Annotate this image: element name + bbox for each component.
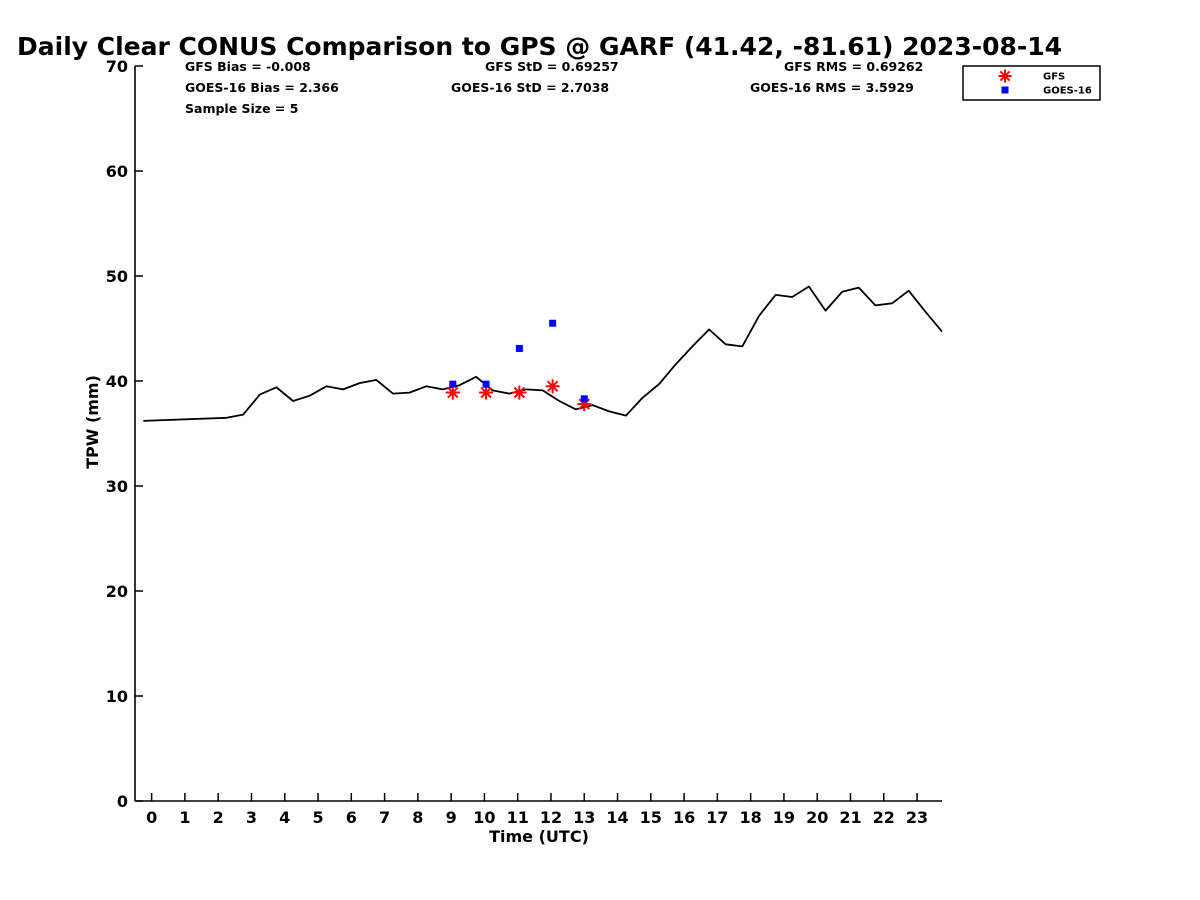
gfs-point (512, 385, 527, 400)
goes-rms-text: GOES-16 RMS = 3.5929 (750, 80, 914, 95)
x-tick-label: 21 (839, 808, 861, 827)
goes16-point (580, 395, 588, 403)
legend-label: GOES-16 (1043, 86, 1092, 97)
goes16-point (482, 380, 490, 388)
goes16-point (515, 344, 523, 352)
y-tick-label: 30 (106, 477, 128, 496)
x-tick-label: 13 (573, 808, 595, 827)
y-tick-label: 60 (106, 162, 128, 181)
y-tick-label: 10 (106, 687, 128, 706)
x-tick-label: 9 (446, 808, 457, 827)
legend-box (962, 65, 1101, 101)
gfs-rms-text: GFS RMS = 0.69262 (784, 59, 923, 74)
asterisk-stroke (480, 386, 492, 399)
x-tick-label: 14 (606, 808, 628, 827)
gfs-point (479, 385, 494, 400)
x-tick-label: 20 (806, 808, 828, 827)
y-tick-label: 70 (106, 57, 128, 76)
gfs-bias-text: GFS Bias = -0.008 (185, 59, 311, 74)
x-axis-ticks: 0 1 2 3 4 5 6 7 8 9 10 11 12 13 14 15 16 17 18 19 20 21 22 23 (146, 793, 928, 827)
x-tick-label: 3 (246, 808, 257, 827)
x-tick-label: 17 (706, 808, 728, 827)
sample-size-text: Sample Size = 5 (185, 101, 298, 116)
legend-label: GFS (1043, 72, 1065, 83)
x-tick-label: 6 (346, 808, 357, 827)
gfs-point (445, 385, 460, 400)
y-axis-label: TPW (mm) (83, 375, 102, 469)
goes-bias-text: GOES-16 Bias = 2.366 (185, 80, 339, 95)
x-tick-label: 7 (379, 808, 390, 827)
x-axis-label: Time (UTC) (489, 827, 589, 846)
x-tick-label: 22 (873, 808, 895, 827)
axes (134, 66, 942, 802)
gps-series-line (143, 285, 943, 422)
legend-gfs-marker (998, 69, 1012, 83)
y-tick-label: 0 (117, 792, 128, 811)
y-tick-label: 20 (106, 582, 128, 601)
chart-title: Daily Clear CONUS Comparison to GPS @ GA… (17, 32, 1062, 61)
goes-std-text: GOES-16 StD = 2.7038 (451, 80, 609, 95)
x-tick-label: 2 (213, 808, 224, 827)
x-tick-label: 0 (146, 808, 157, 827)
x-tick-label: 23 (906, 808, 928, 827)
x-tick-label: 11 (507, 808, 529, 827)
plot-area (143, 285, 943, 422)
x-tick-label: 1 (179, 808, 190, 827)
legend: GFS GOES-16 (962, 65, 1101, 101)
y-tick-label: 50 (106, 267, 128, 286)
x-tick-label: 19 (773, 808, 795, 827)
x-tick-label: 16 (673, 808, 695, 827)
x-tick-label: 4 (279, 808, 290, 827)
x-tick-label: 10 (473, 808, 495, 827)
y-axis-ticks: 0 10 20 30 40 50 60 70 (106, 57, 143, 811)
x-tick-label: 12 (540, 808, 562, 827)
x-tick-label: 18 (740, 808, 762, 827)
asterisk-stroke (546, 380, 559, 392)
legend-goes16-marker (1001, 86, 1009, 94)
goes16-point (449, 380, 457, 388)
y-tick-label: 40 (106, 372, 128, 391)
gfs-std-text: GFS StD = 0.69257 (485, 59, 619, 74)
gfs-point (545, 379, 560, 394)
x-tick-label: 15 (640, 808, 662, 827)
x-tick-label: 8 (412, 808, 423, 827)
asterisk-stroke (513, 386, 526, 399)
asterisk-stroke (447, 386, 459, 399)
goes16-point (549, 319, 557, 327)
x-tick-label: 5 (312, 808, 323, 827)
asterisk-stroke (999, 70, 1011, 82)
